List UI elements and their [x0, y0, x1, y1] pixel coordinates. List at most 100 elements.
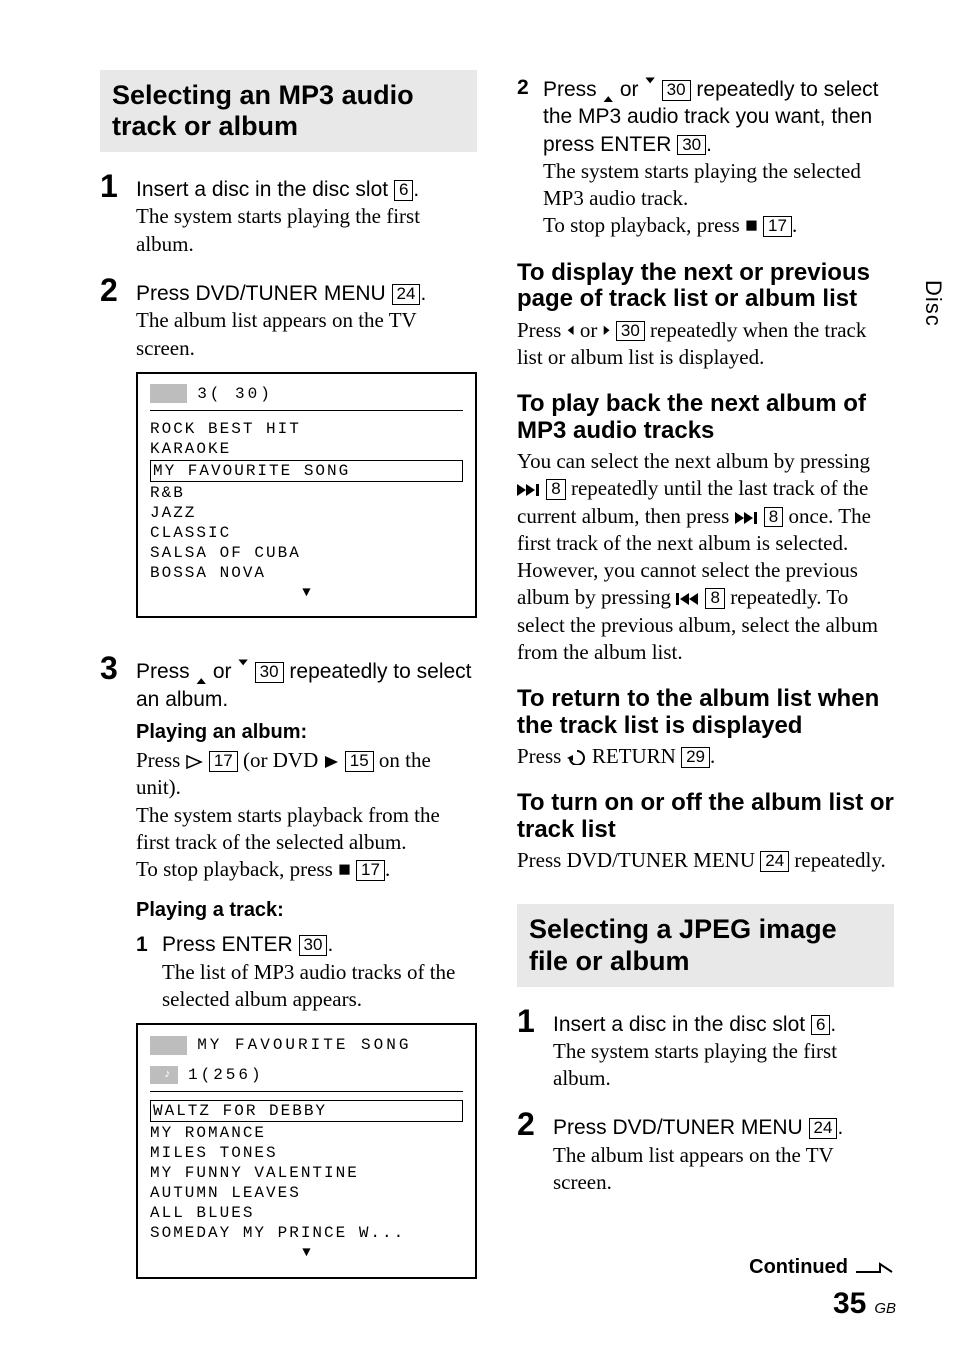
tv-screen-track-list: MY FAVOURITE SONG ♪ 1(256) WALTZ FOR DEB… [136, 1023, 477, 1279]
step-lead: Press DVD/TUNER MENU 24. [553, 1116, 843, 1139]
text: . [420, 282, 426, 305]
sub-section-heading: To turn on or off the album list or trac… [517, 790, 894, 843]
text: Press [136, 748, 186, 772]
key-ref-box: 24 [809, 1118, 838, 1139]
step: 3 Press 🢑 or 🢓 30 repeatedly to select a… [100, 652, 477, 1296]
text: repeatedly. [789, 848, 886, 872]
step-lead: Insert a disc in the disc slot 6. [136, 178, 419, 201]
sub-heading: Playing a track: [136, 897, 477, 923]
list-item-selected: WALTZ FOR DEBBY [150, 1100, 463, 1122]
step: 2 Press DVD/TUNER MENU 24. The album lis… [100, 274, 477, 636]
screen-items: WALTZ FOR DEBBY MY ROMANCE MILES TONES M… [150, 1100, 463, 1263]
text: Press [517, 744, 567, 768]
up-arrow-icon: 🢑 [603, 78, 614, 101]
text: Insert a disc in the disc slot [553, 1013, 811, 1036]
section-title-mp3: Selecting an MP3 audio track or album [100, 70, 477, 152]
music-note-icon: ♪ [150, 1066, 178, 1084]
text: . [327, 933, 333, 956]
sub-step: 2 Press 🢑 or 🢓 30 repeatedly to select t… [517, 76, 894, 240]
text: . [792, 213, 797, 237]
step: 1 Insert a disc in the disc slot 6. The … [517, 1005, 894, 1093]
page-footer: 35GB [833, 1287, 896, 1321]
key-ref-box: 8 [705, 588, 724, 609]
text: . [837, 1116, 843, 1139]
step-detail: The system starts playing the first albu… [553, 1038, 894, 1093]
text: . [710, 744, 715, 768]
next-track-icon [517, 483, 541, 497]
folder-icon [150, 1036, 187, 1055]
step-lead: Press 🢑 or 🢓 30 repeatedly to select an … [136, 660, 472, 710]
text: . [413, 178, 419, 201]
list-item: R&B [150, 484, 185, 502]
up-arrow-icon: 🢑 [196, 660, 207, 683]
list-item: AUTUMN LEAVES [150, 1184, 301, 1202]
paragraph: You can select the next album by pressin… [517, 448, 894, 666]
steps-mp3: 1 Insert a disc in the disc slot 6. The … [100, 170, 477, 1297]
folder-icon [150, 384, 187, 403]
text: . [385, 857, 390, 881]
step: 2 Press DVD/TUNER MENU 24. The album lis… [517, 1108, 894, 1196]
down-arrow-icon: 🢓 [237, 660, 248, 683]
paragraph: Press DVD/TUNER MENU 24 repeatedly. [517, 847, 894, 874]
key-ref-box: 15 [345, 751, 374, 772]
play-outline-icon [186, 755, 204, 769]
sub-section-heading: To display the next or previous page of … [517, 260, 894, 313]
text: (or DVD [238, 748, 324, 772]
list-item: MY FUNNY VALENTINE [150, 1164, 359, 1182]
step-number: 1 [517, 1005, 543, 1093]
list-item: MILES TONES [150, 1144, 278, 1162]
text: Press DVD/TUNER MENU [136, 282, 392, 305]
screen-title: MY FAVOURITE SONG [197, 1035, 411, 1055]
page-suffix: GB [874, 1300, 896, 1317]
sub-step: 1 Press ENTER 30. The list of MP3 audio … [136, 931, 477, 1013]
key-ref-box: 30 [299, 935, 328, 956]
text: Press 🢑 or 🢓 30 repeatedly to select the… [543, 78, 879, 156]
side-tab: Disc [912, 260, 954, 347]
key-ref-box: 17 [356, 860, 385, 881]
key-ref-box: 24 [760, 851, 789, 872]
key-ref-box: 30 [662, 80, 691, 101]
screen-counter: 3( 30) [197, 384, 273, 404]
step-lead: Insert a disc in the disc slot 6. [553, 1013, 836, 1036]
left-arrow-icon: 🢐 [567, 319, 575, 342]
screen-header: MY FAVOURITE SONG ♪ 1(256) [150, 1035, 463, 1092]
screen-items: ROCK BEST HIT KARAOKE MY FAVOURITE SONG … [150, 419, 463, 603]
list-item: BOSSA NOVA [150, 564, 266, 582]
stop-icon: ■ [338, 858, 351, 881]
list-item: KARAOKE [150, 440, 231, 458]
paragraph: Press 🢐 or 🢒 30 repeatedly when the trac… [517, 317, 894, 372]
step-number: 2 [517, 1108, 543, 1196]
text: Press ENTER 30. [162, 933, 333, 956]
sub-heading: Playing an album: [136, 719, 477, 745]
text: Press 17 (or DVD 15 on the unit). [136, 747, 477, 802]
tv-screen-album-list: 3( 30) ROCK BEST HIT KARAOKE MY FAVOURIT… [136, 372, 477, 619]
sub-step-number: 2 [517, 76, 535, 240]
step: 1 Insert a disc in the disc slot 6. The … [100, 170, 477, 258]
list-item: ALL BLUES [150, 1204, 254, 1222]
text: RETURN [587, 744, 682, 768]
text: Press DVD/TUNER MENU [517, 848, 760, 872]
prev-track-icon [676, 592, 700, 606]
step-detail: The album list appears on the TV screen. [136, 307, 477, 362]
scroll-down-icon: ▼ [150, 585, 463, 603]
paragraph: Press RETURN 29. [517, 743, 894, 770]
return-icon [567, 749, 587, 765]
text: The list of MP3 audio tracks of the sele… [162, 959, 477, 1014]
list-item: SALSA OF CUBA [150, 544, 301, 562]
text: To stop playback, press ■ 17. [136, 856, 477, 883]
text: The system starts playback from the firs… [136, 802, 477, 857]
list-item: ROCK BEST HIT [150, 420, 301, 438]
text: The system starts playing the selected M… [543, 158, 894, 213]
step-number: 3 [100, 652, 126, 1296]
list-item: SOMEDAY MY PRINCE W... [150, 1224, 405, 1242]
next-track-icon [735, 511, 759, 525]
scroll-down-icon: ▼ [150, 1245, 463, 1263]
key-ref-box: 6 [394, 180, 413, 201]
steps-jpeg: 1 Insert a disc in the disc slot 6. The … [517, 1005, 894, 1197]
key-ref-box: 17 [209, 751, 238, 772]
key-ref-box: 30 [255, 662, 284, 683]
text: Press ENTER [162, 933, 299, 956]
continued-arrow-icon [854, 1260, 894, 1276]
list-item: JAZZ [150, 504, 196, 522]
page-columns: Selecting an MP3 audio track or album 1 … [0, 0, 954, 1353]
